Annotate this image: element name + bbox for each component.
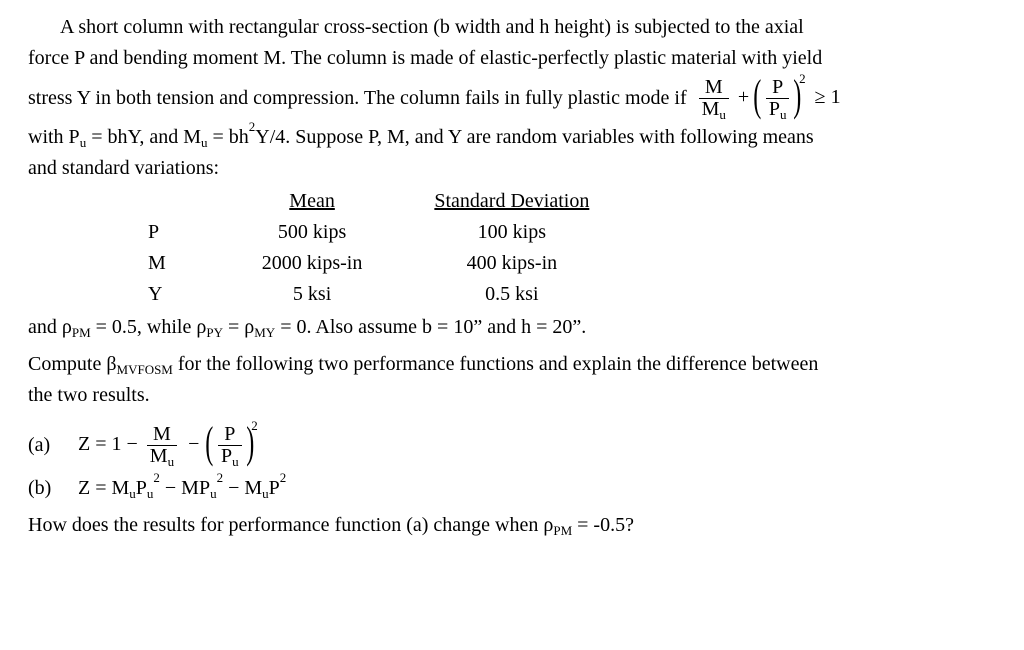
eq-b-body: Z = MuPu2 − MPu2 − MuP2	[78, 475, 286, 502]
row-sd: 400 kips-in	[398, 248, 625, 279]
final-question: How does the results for performance fun…	[28, 512, 996, 539]
frac-p-pu-a: P Pu	[218, 424, 242, 467]
frac-m-mu: M Mu	[699, 77, 729, 120]
stats-table: Mean Standard Deviation P 500 kips 100 k…	[148, 186, 625, 310]
table-row: M 2000 kips-in 400 kips-in	[148, 248, 625, 279]
lparen-a: (	[206, 421, 214, 465]
table-row: Y 5 ksi 0.5 ksi	[148, 279, 625, 310]
col-sd: Standard Deviation	[398, 186, 625, 217]
row-mean: 500 kips	[226, 217, 399, 248]
intro-line-5: and standard variations:	[28, 155, 996, 182]
eq-b-label: (b)	[28, 475, 62, 502]
table-header-row: Mean Standard Deviation	[148, 186, 625, 217]
lparen-1: (	[753, 74, 761, 118]
col-mean: Mean	[226, 186, 399, 217]
row-mean: 5 ksi	[226, 279, 399, 310]
row-sym: P	[148, 217, 226, 248]
plus-sign: +	[738, 86, 749, 108]
row-sd: 0.5 ksi	[398, 279, 625, 310]
square-exp-1: 2	[799, 71, 806, 86]
frac-m-num: M	[699, 77, 729, 99]
frac-p-pu: P Pu	[766, 77, 790, 120]
frac-m-den: Mu	[699, 99, 729, 120]
table-row: P 500 kips 100 kips	[148, 217, 625, 248]
frac-p-den: Pu	[766, 99, 790, 120]
intro-text-1b: force P and bending moment M. The column…	[28, 47, 822, 69]
eq-a-label: (a)	[28, 432, 62, 459]
intro-text-2a: stress Y in both tension and compression…	[28, 85, 687, 112]
task-line-1: Compute βMVFOSM for the following two pe…	[28, 351, 996, 378]
equation-a: (a) Z = 1 − M Mu − ( P Pu )2	[28, 423, 996, 467]
eq-a-body: Z = 1 − M Mu − ( P Pu )2	[78, 423, 258, 467]
frac-m-mu-a: M Mu	[147, 424, 177, 467]
row-sym: M	[148, 248, 226, 279]
intro-line-3: stress Y in both tension and compression…	[28, 76, 996, 120]
frac-p-num: P	[766, 77, 790, 99]
geq-1: ≥ 1	[815, 86, 841, 108]
intro-line-4: with Pu = bhY, and Mu = bh2Y/4. Suppose …	[28, 124, 996, 151]
intro-text-1a: A short column with rectangular cross-se…	[60, 16, 804, 38]
row-sd: 100 kips	[398, 217, 625, 248]
page-container: A short column with rectangular cross-se…	[0, 0, 1024, 553]
task-line-2: the two results.	[28, 382, 996, 409]
row-mean: 2000 kips-in	[226, 248, 399, 279]
rho-line: and ρPM = 0.5, while ρPY = ρMY = 0. Also…	[28, 314, 996, 341]
intro-line-2: force P and bending moment M. The column…	[28, 45, 996, 72]
equation-b: (b) Z = MuPu2 − MPu2 − MuP2	[28, 475, 996, 502]
failure-inequality: M Mu + ( P Pu )2 ≥ 1	[697, 76, 841, 120]
row-sym: Y	[148, 279, 226, 310]
intro-line-1: A short column with rectangular cross-se…	[28, 14, 996, 41]
